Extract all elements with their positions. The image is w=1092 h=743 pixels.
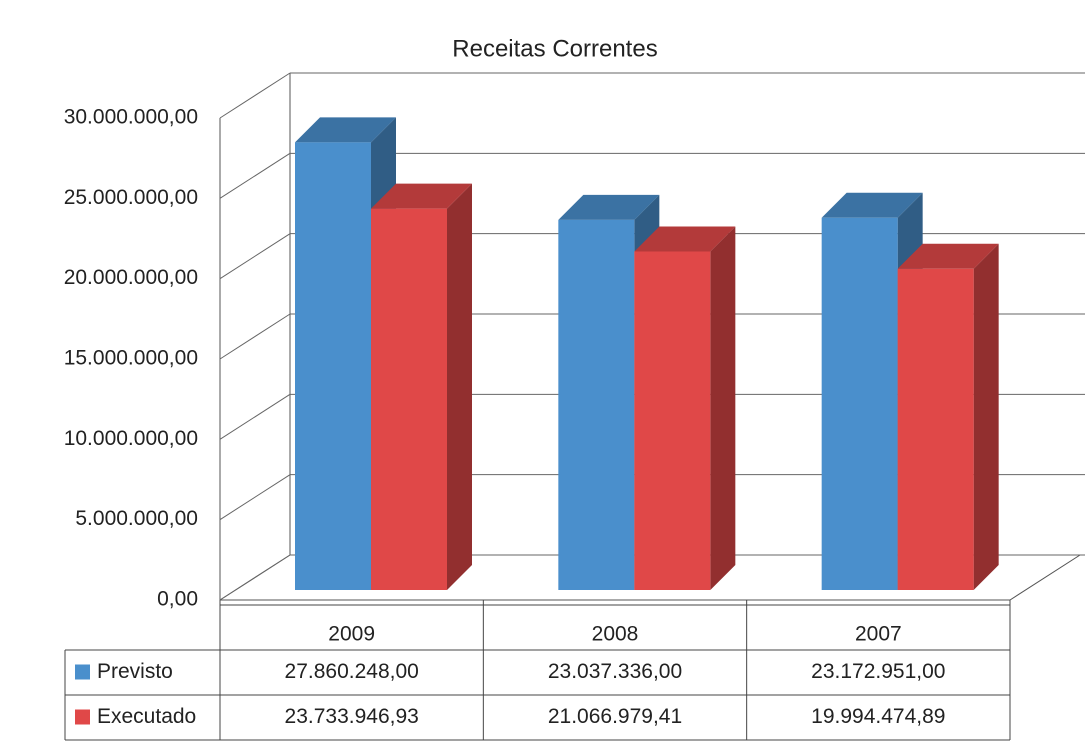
x-tick-label: 2008 — [592, 623, 639, 646]
bar-side — [710, 226, 736, 590]
grid-line — [219, 393, 291, 440]
y-tick-label: 25.000.000,00 — [64, 186, 198, 209]
bar-top — [295, 117, 396, 143]
bar-side — [447, 183, 472, 590]
table-value: 23.172.951,00 — [811, 660, 945, 683]
bar-top — [558, 194, 660, 220]
y-tick-label: 20.000.000,00 — [64, 266, 198, 289]
table-value: 23.733.946,93 — [285, 705, 419, 728]
bar-front — [295, 142, 371, 591]
bar-front — [821, 217, 898, 590]
bar — [371, 183, 472, 590]
grid-line — [219, 72, 291, 119]
table-value: 27.860.248,00 — [285, 660, 419, 683]
y-tick-label: 10.000.000,00 — [64, 427, 198, 450]
chart-title: Receitas Correntes — [452, 35, 657, 62]
grid-line — [219, 554, 291, 601]
legend-label: Executado — [97, 705, 196, 728]
bar — [897, 243, 999, 590]
bar-front — [371, 208, 447, 590]
x-tick-label: 2007 — [855, 623, 902, 646]
table-value: 23.037.336,00 — [548, 660, 682, 683]
bar-top — [897, 243, 999, 269]
y-tick-label: 15.000.000,00 — [64, 347, 198, 370]
grid-line — [219, 313, 291, 360]
bar-top — [371, 183, 472, 209]
grid-line — [219, 152, 291, 199]
bar-top — [821, 192, 923, 218]
y-tick-label: 5.000.000,00 — [75, 507, 198, 530]
table-value: 19.994.474,89 — [811, 705, 945, 728]
bar-side — [973, 243, 999, 590]
legend-label: Previsto — [97, 660, 173, 683]
bar-front — [897, 268, 974, 590]
grid-line — [219, 233, 291, 280]
y-tick-label: 0,00 — [157, 588, 198, 611]
legend-swatch — [75, 709, 90, 725]
legend-swatch — [75, 664, 90, 680]
table-value: 21.066.979,41 — [548, 705, 682, 728]
grid-line — [219, 474, 291, 521]
bar-top — [634, 226, 736, 252]
bar-front — [558, 219, 635, 590]
bar — [634, 226, 736, 590]
bar-front — [634, 251, 711, 590]
x-tick-label: 2009 — [328, 623, 375, 646]
y-tick-label: 30.000.000,00 — [64, 106, 198, 129]
